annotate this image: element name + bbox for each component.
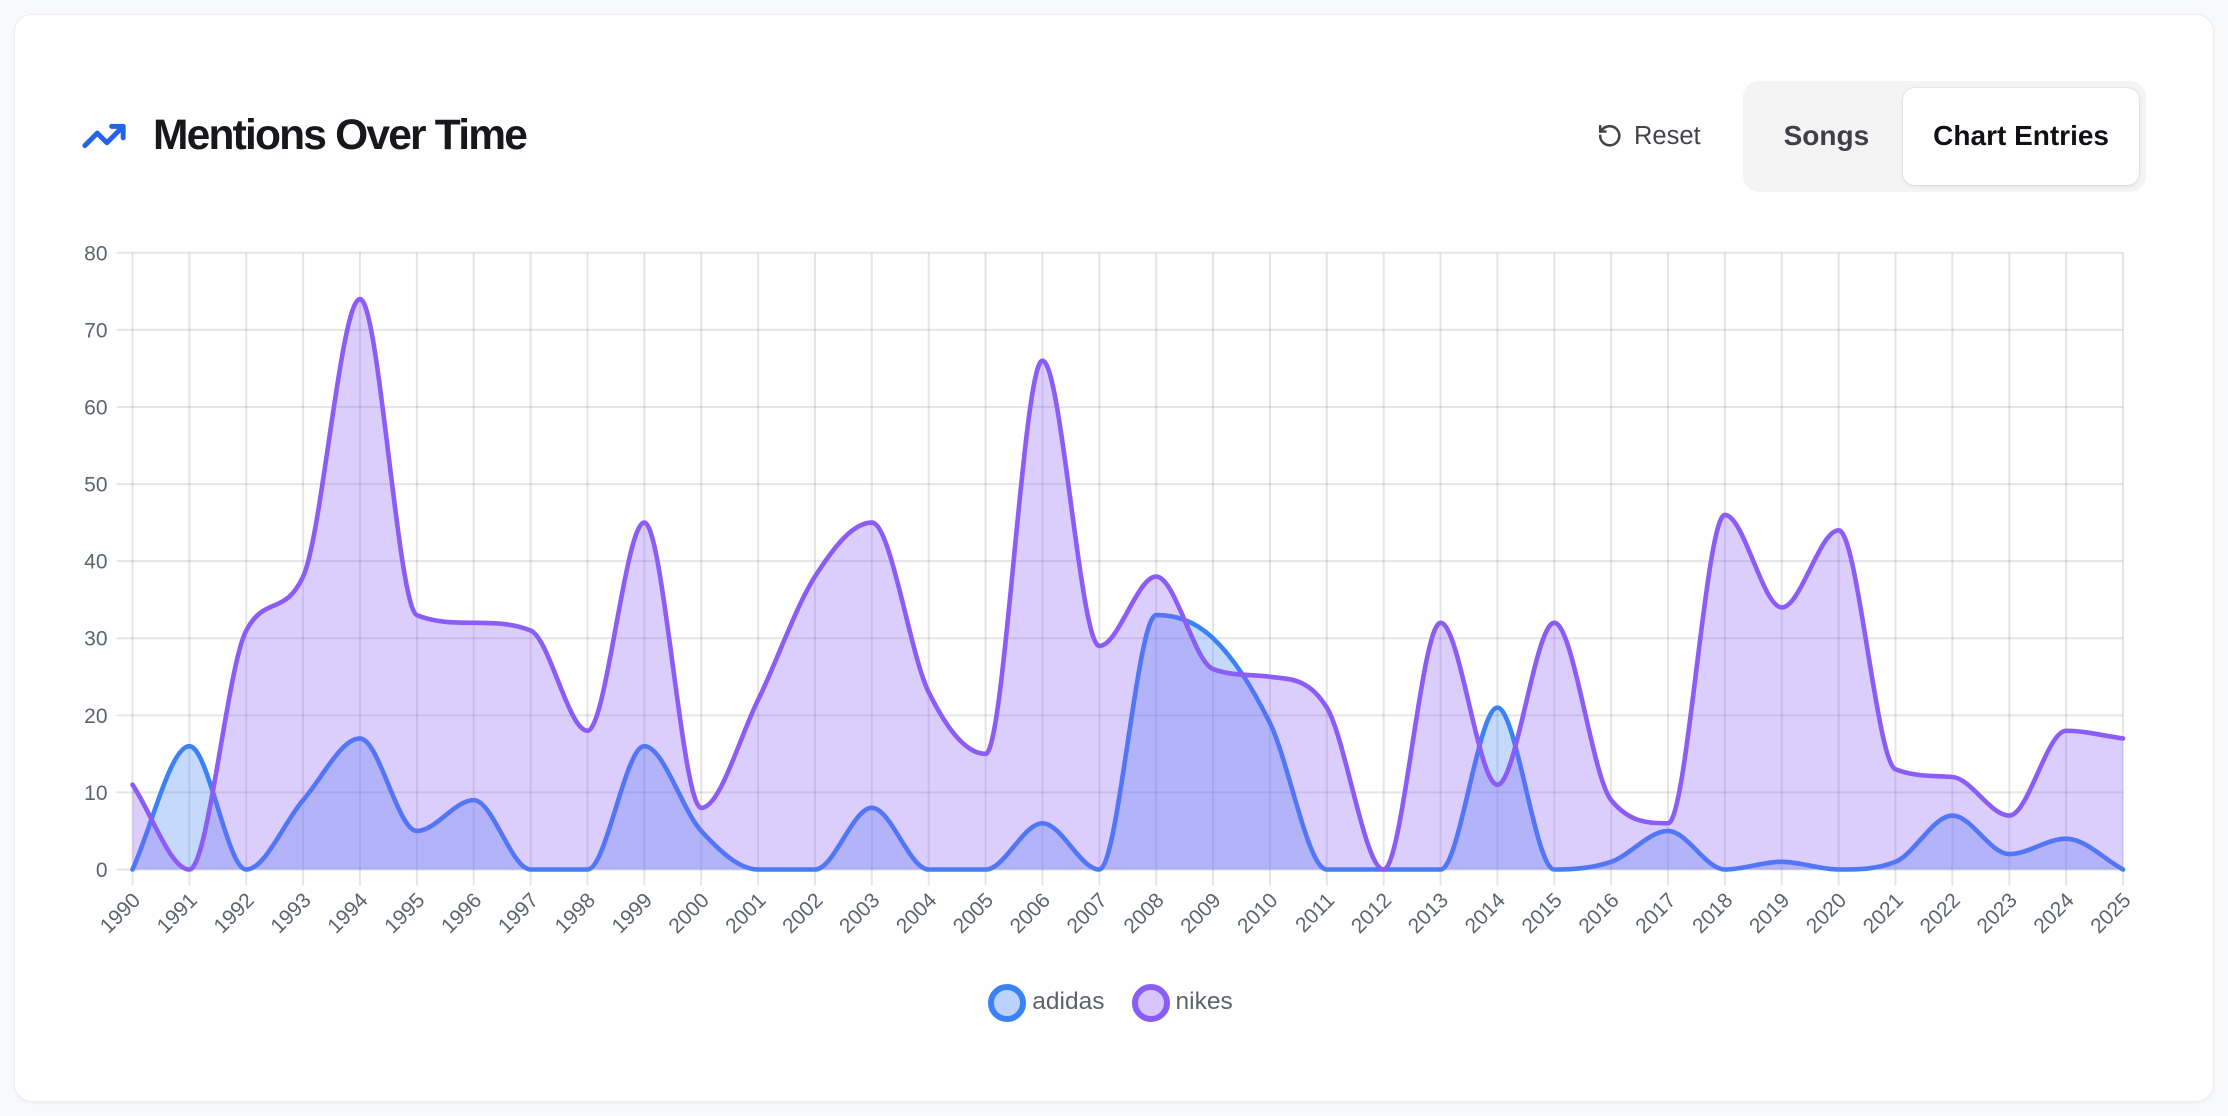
svg-text:1994: 1994 — [323, 889, 373, 939]
svg-text:2023: 2023 — [1972, 889, 2021, 938]
legend-swatch-adidas — [988, 984, 1027, 1022]
chart-card — [14, 14, 2214, 1102]
svg-text:2015: 2015 — [1518, 889, 1567, 938]
svg-text:2024: 2024 — [2029, 889, 2079, 939]
x-axis-labels: 1990 1991 1992 1993 1994 1995 1996 1997 1998 1999… — [96, 889, 2136, 939]
legend-item-nikes[interactable]: nikes — [1131, 984, 1233, 1022]
svg-text:1992: 1992 — [209, 889, 258, 938]
svg-text:50: 50 — [84, 474, 107, 497]
svg-text:2013: 2013 — [1404, 889, 1453, 938]
svg-text:2003: 2003 — [835, 889, 884, 938]
y-axis-labels: 0 10 20 30 40 50 60 70 80 — [84, 242, 107, 882]
svg-text:10: 10 — [84, 782, 107, 805]
svg-text:1995: 1995 — [380, 889, 429, 938]
svg-text:1996: 1996 — [437, 889, 486, 938]
rotate-ccw-icon — [1599, 125, 1622, 147]
trending-up-icon — [82, 123, 126, 149]
legend-item-adidas[interactable]: adidas — [988, 984, 1105, 1022]
svg-text:2002: 2002 — [778, 889, 827, 938]
svg-text:80: 80 — [84, 242, 107, 265]
svg-text:70: 70 — [84, 319, 107, 342]
tab-chart-entries[interactable]: Chart Entries — [1903, 87, 2139, 185]
tab-songs[interactable]: Songs — [1750, 88, 1904, 185]
svg-text:2007: 2007 — [1063, 889, 1112, 938]
svg-text:2000: 2000 — [664, 889, 713, 938]
svg-text:2018: 2018 — [1688, 889, 1737, 938]
svg-text:30: 30 — [84, 628, 107, 651]
svg-text:2008: 2008 — [1119, 889, 1168, 938]
line-adidas — [130, 612, 2126, 872]
svg-text:2025: 2025 — [2086, 889, 2135, 938]
page-title: Mentions Over Time — [153, 112, 528, 159]
svg-text:20: 20 — [84, 705, 107, 728]
svg-text:2011: 2011 — [1291, 889, 1339, 937]
reset-button[interactable]: Reset — [1597, 121, 1701, 151]
svg-text:2010: 2010 — [1233, 889, 1282, 938]
svg-text:2016: 2016 — [1574, 889, 1623, 938]
svg-text:2017: 2017 — [1631, 889, 1680, 938]
reset-label: Reset — [1633, 121, 1701, 150]
svg-text:1999: 1999 — [608, 889, 657, 938]
svg-text:2004: 2004 — [892, 889, 942, 939]
svg-text:2006: 2006 — [1006, 889, 1055, 938]
header-controls: Reset Songs Chart Entries — [1597, 80, 2146, 192]
area-nikes — [132, 299, 2123, 870]
card-header: Mentions Over Time Reset Songs Chart Ent… — [81, 80, 2146, 192]
chart-legend: adidas nikes — [115, 981, 2106, 1025]
title-wrap: Mentions Over Time — [81, 112, 528, 160]
svg-text:60: 60 — [84, 396, 107, 419]
svg-text:1991: 1991 — [153, 889, 202, 938]
svg-text:2022: 2022 — [1916, 889, 1965, 938]
svg-text:40: 40 — [84, 551, 107, 574]
line-nikes — [130, 296, 2126, 872]
legend-label-adidas: adidas — [1032, 987, 1105, 1015]
legend-label-nikes: nikes — [1175, 987, 1233, 1015]
svg-text:2019: 2019 — [1745, 889, 1794, 938]
svg-text:2021: 2021 — [1859, 889, 1908, 938]
svg-text:1998: 1998 — [551, 889, 600, 938]
svg-text:2012: 2012 — [1347, 889, 1396, 938]
svg-text:2020: 2020 — [1802, 889, 1851, 938]
svg-text:2005: 2005 — [949, 889, 998, 938]
svg-text:0: 0 — [96, 859, 108, 882]
grid-lines — [116, 251, 2124, 886]
svg-text:2009: 2009 — [1176, 889, 1225, 938]
svg-text:1997: 1997 — [494, 889, 543, 938]
view-toggle: Songs Chart Entries — [1742, 80, 2146, 192]
svg-text:1993: 1993 — [266, 889, 315, 938]
svg-text:2014: 2014 — [1461, 889, 1511, 939]
legend-swatch-nikes — [1131, 984, 1170, 1022]
svg-text:2001: 2001 — [721, 889, 770, 938]
svg-text:1990: 1990 — [96, 889, 145, 938]
